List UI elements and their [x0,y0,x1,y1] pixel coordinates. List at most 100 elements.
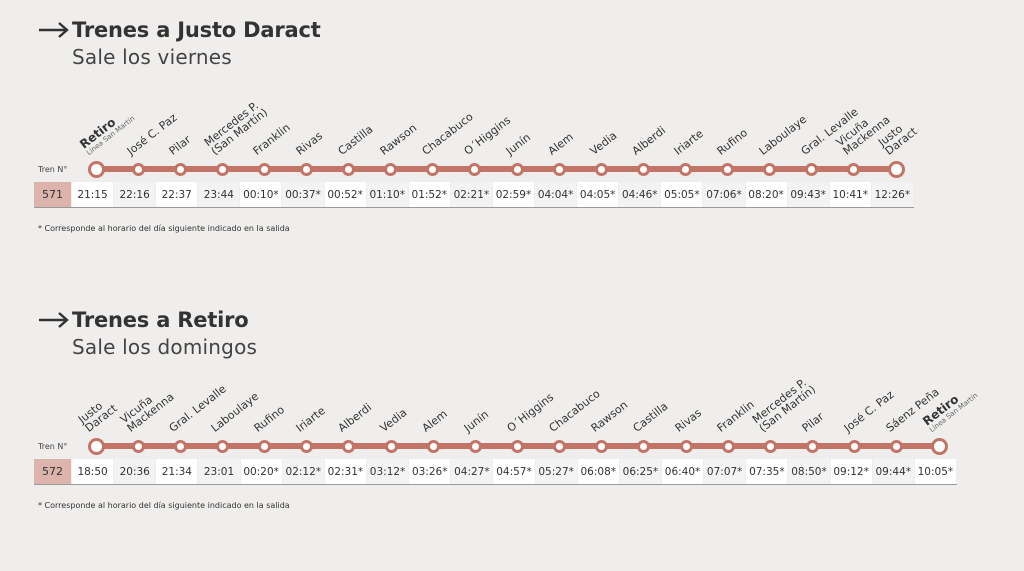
departure-time: 18:50 [72,459,115,484]
route-diagram: Justo Daract Vicuña Mackenna Gral. Levalle… [0,290,1024,490]
station-label: Justo Daract [75,394,120,435]
station-dot [468,439,482,453]
station-name: Alberdi [629,123,669,158]
station-label: Rufino [714,126,750,158]
section-subtitle: Sale los domingos [72,335,258,359]
station-label: Franklin [251,120,294,158]
station-dot [300,439,314,453]
station-dot [552,162,566,176]
departure-time: 03:26* [409,459,452,484]
station-dot [173,439,187,453]
station-dot [595,439,609,453]
station-dot [257,162,271,176]
station-name: Pilar [166,132,194,158]
station-label: Junín [503,130,534,158]
station-name: Rawson [588,398,630,435]
station-dot [553,439,567,453]
departure-time: 06:08* [577,459,620,484]
departure-time: 09:44* [872,459,915,484]
departure-time: 01:52* [408,182,451,207]
departure-time: 12:26* [871,182,914,207]
station-name: Franklin [251,120,294,158]
station-label: Iriarte [672,127,706,158]
departure-time: 08:20* [745,182,788,207]
train-number: 572 [34,459,72,484]
departure-time: 10:05* [914,459,957,484]
departure-time: 22:16 [114,182,157,207]
departure-time: 10:41* [829,182,872,207]
schedule-table: 572 18:50 20:36 21:34 23:01 00:20* 02:12* 02:31… [34,459,957,485]
station-dot [384,439,398,453]
station-dot [930,437,948,455]
station-dot [342,162,356,176]
departure-time: 06:40* [661,459,705,484]
arrow-right-icon [39,312,69,328]
station-dot [258,439,272,453]
station-dot [678,162,692,176]
departure-time: 21:34 [156,459,199,484]
station-label: Alberdi [629,123,669,158]
departure-time: 05:27* [535,459,578,484]
station-name: Alem [545,130,576,158]
departure-time: 04:46* [619,182,662,207]
footnote: * Corresponde al horario del día siguien… [38,501,290,510]
arrow-right-icon [39,22,69,38]
station-dot [87,160,105,178]
departure-time: 07:06* [703,182,746,207]
departure-time: 09:43* [787,182,830,207]
station-label: Rawson [377,121,419,157]
station-dot [594,162,608,176]
station-label: Rivas [672,406,705,435]
station-name: Castilla [335,122,376,158]
station-name: Rufino [714,126,750,158]
departure-time: 04:57* [493,459,536,484]
section-subtitle: Sale los viernes [72,45,232,69]
section-title-row: Trenes a Retiro [38,308,249,332]
station-dot [468,162,482,176]
station-label: Alberdi [335,400,375,435]
departure-time: 02:59* [492,182,536,207]
station-label: Alem [545,130,576,158]
station-label: Castilla [335,122,376,158]
departure-time: 04:05* [577,182,620,207]
departure-time: 02:12* [282,459,325,484]
station-name: Justo Daract [75,399,120,435]
station-name: Junín [503,130,534,158]
departure-time: 03:12* [366,459,410,484]
station-dot [637,439,651,453]
station-dot [847,162,861,176]
station-name: Vedia [377,405,410,435]
departure-time: 00:10* [240,182,283,207]
station-name: Alberdi [335,400,375,435]
station-name: Alem [419,407,450,435]
station-dot [173,162,187,176]
station-name: Iriarte [293,404,328,435]
station-label: Rufino [251,403,286,435]
section-title: Trenes a Retiro [72,308,249,332]
station-dot [636,162,650,176]
station-dot [300,162,314,176]
station-label: Alem [419,407,450,435]
station-dot [510,162,524,176]
station-dot [806,439,820,453]
tren-number-label: Tren N° [38,442,68,451]
tren-number-label: Tren N° [38,165,68,174]
station-dot [342,439,356,453]
departure-time: 20:36 [114,459,157,484]
station-name: Castilla [630,399,671,435]
departure-time: 00:52* [324,182,367,207]
schedule-table: 571 21:15 22:16 22:37 23:44 00:10* 00:37* 00:52… [34,182,914,208]
station-label: O´Higgins [504,391,556,435]
departure-time: 02:21* [450,182,493,207]
station-name: Junín [461,407,492,435]
station-dot [890,439,904,453]
station-label: Vedia [377,405,410,435]
station-label: Pilar [166,132,194,158]
departure-time: 23:01 [198,459,241,484]
departure-time: 06:25* [619,459,662,484]
station-dot [426,162,440,176]
station-dot [721,439,735,453]
station-dot [87,437,105,455]
station-dot [215,162,229,176]
station-name: Rivas [672,406,705,435]
